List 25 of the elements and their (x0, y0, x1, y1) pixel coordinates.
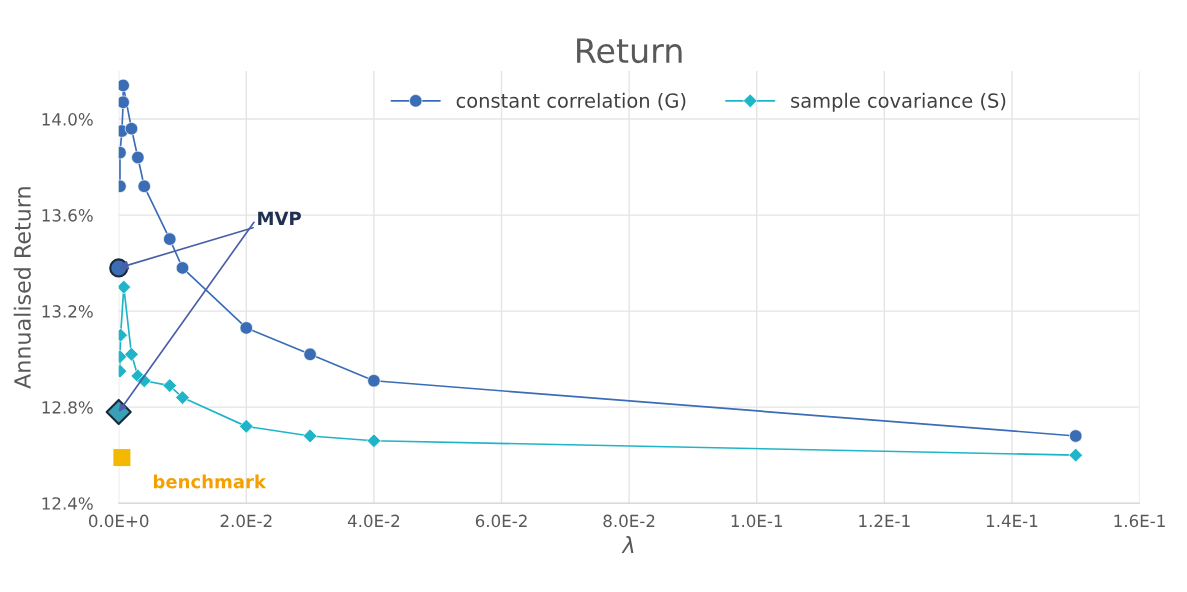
x-tick-label: 4.0E-2 (347, 514, 400, 528)
x-tick-label: 2.0E-2 (220, 514, 272, 528)
annotation: benchmark (153, 474, 267, 489)
x-tick-label: 1.0E-1 (731, 514, 782, 528)
legend-label: constant correlation (G) (456, 92, 686, 111)
x-tick-label: 1.6E-1 (1114, 514, 1165, 528)
y-axis-title: Annualised Return (13, 187, 31, 389)
x-axis-title: λ (621, 536, 634, 553)
x-tick-label: 0.0E+0 (89, 514, 149, 528)
x-tick-label: 1.4E-1 (986, 514, 1038, 527)
y-tick-label: 13.2% (42, 305, 93, 318)
annotation: MVP (258, 211, 301, 225)
y-tick-label: 12.8% (42, 401, 93, 414)
y-tick-label: 12.4% (42, 497, 93, 510)
x-tick-label: 8.0E-2 (603, 514, 655, 528)
point (366, 433, 382, 448)
point (118, 279, 132, 295)
point (113, 449, 131, 467)
y-tick-label: 13.6% (42, 209, 93, 222)
legend-label: sample covariance (S) (791, 92, 1006, 112)
x-tick-label: 6.0E-2 (475, 514, 527, 528)
point (105, 398, 132, 426)
y-tick-label: 14.0% (42, 113, 93, 126)
chart-title: Return (577, 38, 682, 64)
x-tick-label: 1.2E-1 (859, 514, 910, 527)
